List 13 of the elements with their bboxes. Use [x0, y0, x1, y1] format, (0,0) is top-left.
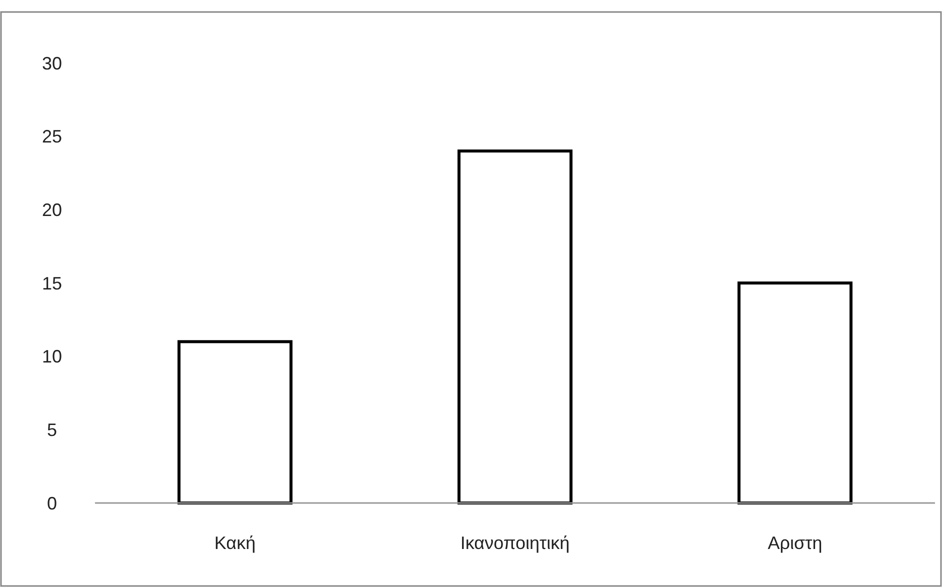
x-tick-label: Αριστη	[768, 533, 822, 553]
y-tick-label: 15	[42, 273, 62, 294]
x-tick-label: Κακή	[214, 533, 256, 553]
x-tick-label: Ικανοποιητική	[460, 533, 570, 553]
bar	[738, 282, 852, 504]
bar	[178, 340, 292, 504]
y-tick-label: 30	[42, 53, 62, 74]
y-tick-label: 25	[42, 126, 62, 147]
y-tick-label: 5	[46, 420, 58, 440]
bar	[458, 150, 572, 504]
y-tick-label: 0	[46, 493, 58, 514]
y-tick-label: 20	[42, 200, 62, 220]
y-tick-label: 10	[42, 346, 62, 367]
